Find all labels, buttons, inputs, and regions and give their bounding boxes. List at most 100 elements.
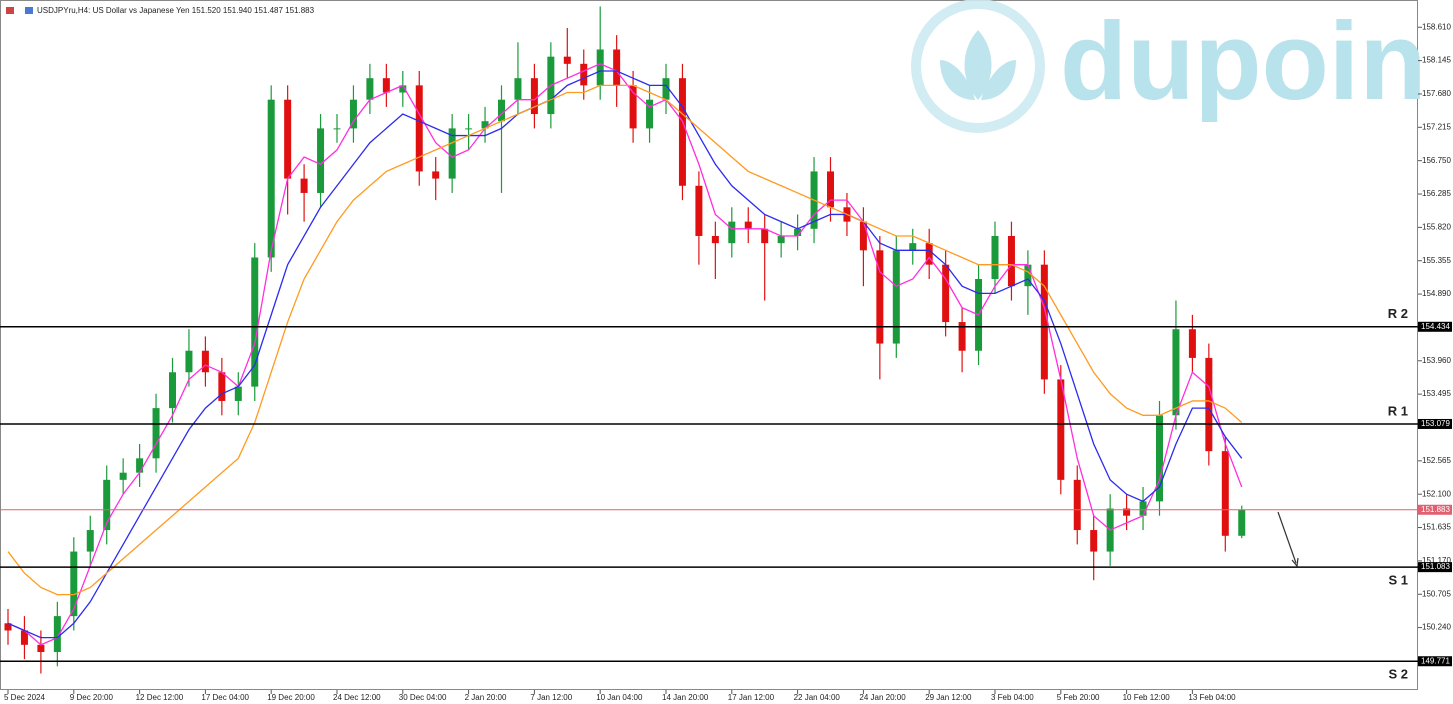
candle-body [136,458,144,473]
x-tick-label: 17 Dec 04:00 [201,693,249,702]
y-tick-label: 155.820 [1422,222,1451,231]
candle-body [1172,329,1180,416]
candle-body [169,372,176,409]
x-tick-label: 24 Jan 20:00 [859,693,906,702]
candle-body [70,551,78,617]
x-tick-label: 14 Jan 20:00 [662,693,709,702]
candle-body [530,78,538,115]
price-label: 154.434 [1421,322,1450,331]
candle-body [53,616,61,652]
price-label: 151.883 [1421,505,1450,514]
candle-body [1139,501,1147,516]
candle-body [1057,379,1065,480]
y-tick-label: 151.635 [1422,523,1451,532]
x-tick-label: 12 Dec 12:00 [136,693,184,702]
moving-average [7,70,1243,639]
level-name: S 1 [1388,573,1408,588]
plot-frame [0,0,1418,690]
x-tick-label: 2 Jan 20:00 [465,693,507,702]
candle-body [1073,479,1081,531]
chart-title: USDJPYru,H4: US Dollar vs Japanese Yen 1… [37,6,315,15]
candle-body [958,322,966,351]
candle-body [794,228,802,236]
candle-body [1205,357,1213,452]
y-tick-label: 154.890 [1422,289,1451,298]
price-label: 153.079 [1421,419,1450,428]
moving-average [7,63,1243,646]
candle-body [1221,451,1229,536]
level-name: S 2 [1388,667,1408,682]
y-tick-label: 150.705 [1422,589,1451,598]
candle-body [1123,508,1131,516]
candle-body [728,221,736,244]
candle-body [662,78,670,100]
candle-body [876,250,884,344]
candle-body [465,128,473,130]
candle-body [613,49,621,86]
candle-body [382,78,390,93]
candle-body [481,121,489,129]
candle-body [20,630,28,645]
x-tick-label: 29 Jan 12:00 [925,693,972,702]
candle-body [317,128,325,193]
price-box [1418,656,1452,667]
candle-body [711,235,719,244]
candle-body [859,221,867,251]
y-tick-label: 157.680 [1422,89,1451,98]
x-tick-label: 13 Feb 04:00 [1188,693,1236,702]
candle-body [432,171,440,179]
icon [25,7,33,14]
y-tick-label: 156.285 [1422,189,1451,198]
x-tick-label: 22 Jan 04:00 [794,693,841,702]
candle-body [563,56,571,64]
candle-body [827,171,834,208]
candle-body [267,99,275,258]
candle-body [909,243,917,251]
candle-body [201,350,209,373]
x-tick-label: 3 Feb 04:00 [991,693,1034,702]
y-tick-label: 152.565 [1422,456,1451,465]
y-tick-label: 153.495 [1422,389,1451,398]
arrow-head [1291,557,1299,568]
candle-body [366,78,374,100]
candle-body [892,250,900,344]
candle-body [629,85,637,129]
y-tick-label: 157.215 [1422,122,1451,131]
x-tick-label: 10 Feb 12:00 [1123,693,1171,702]
candle-body [596,49,604,86]
candle-body [415,85,423,172]
candle-body [744,221,752,229]
watermark: dupoin [1060,0,1427,123]
candle-body [119,472,127,480]
candle-body [925,243,933,265]
arrow [1277,511,1297,564]
candle-body [1188,329,1196,358]
x-tick-label: 10 Jan 04:00 [596,693,643,702]
candle-body [349,99,357,129]
x-tick-label: 5 Feb 20:00 [1057,693,1100,702]
candle-body [991,235,999,280]
candle-body [1238,509,1246,536]
x-tick-label: 19 Dec 20:00 [267,693,315,702]
candle-body [399,85,407,93]
candle-body [152,408,160,459]
x-tick-label: 7 Jan 12:00 [530,693,572,702]
candle-body [234,386,242,401]
x-tick-label: 30 Dec 04:00 [399,693,447,702]
candle-body [1024,264,1032,287]
y-tick-label: 151.170 [1422,556,1451,565]
candle-body [333,128,341,130]
level-name: R 2 [1388,306,1408,321]
candle-body [218,372,226,401]
candle-body [37,644,45,652]
y-tick-label: 156.750 [1422,156,1451,165]
x-tick-label: 9 Dec 20:00 [70,693,114,702]
candle-body [646,99,654,129]
candle-body [185,350,193,373]
candle-body [448,128,456,179]
price-box [1418,418,1452,429]
candle-body [777,235,785,244]
candle-body [86,530,94,552]
moving-average [7,84,1243,596]
